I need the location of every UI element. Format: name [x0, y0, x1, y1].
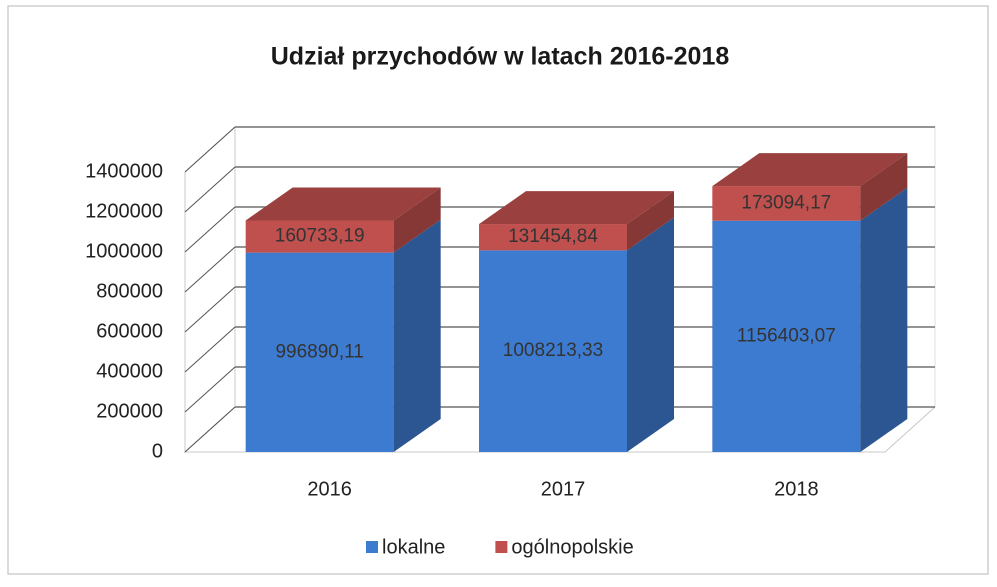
bar-side	[393, 219, 441, 452]
y-tick-label: 800000	[96, 280, 163, 302]
grid-line	[184, 246, 236, 293]
grid-line	[184, 126, 236, 173]
bar-segment	[245, 220, 394, 253]
data-label: 996890,11	[275, 341, 363, 362]
bar-side	[393, 187, 441, 253]
grid-line	[184, 366, 236, 413]
y-tick-label: 0	[152, 440, 163, 462]
x-tick-label: 2016	[307, 478, 352, 500]
x-tick-label: 2017	[541, 478, 586, 500]
bar-side	[627, 217, 674, 452]
data-label: 1156403,07	[737, 325, 836, 346]
y-tick-label: 1400000	[85, 160, 163, 182]
legend-swatch	[495, 541, 508, 553]
grid-line	[184, 326, 236, 373]
y-tick-label: 1000000	[85, 240, 163, 262]
bar-segment	[712, 186, 861, 221]
bar-segment	[712, 220, 861, 452]
bar-side	[627, 191, 674, 251]
y-tick-label: 400000	[96, 360, 163, 382]
legend-swatch	[366, 541, 378, 553]
y-tick-label: 1200000	[85, 200, 163, 222]
bar-segment	[479, 224, 627, 251]
grid-line	[184, 286, 236, 333]
legend-label: ogólnopolskie	[511, 536, 633, 558]
bar-top	[479, 191, 674, 225]
grid-line	[184, 206, 236, 253]
bar-segment	[245, 252, 394, 452]
grid-line	[184, 406, 236, 453]
bar-side	[860, 187, 908, 452]
data-label: 131454,84	[508, 226, 598, 247]
y-tick-label: 200000	[96, 400, 163, 422]
data-label: 173094,17	[741, 192, 831, 213]
bar-side	[860, 153, 908, 221]
data-label: 1008213,33	[503, 340, 603, 361]
data-label: 160733,19	[275, 226, 365, 247]
chart-title: Udział przychodów w latach 2016-2018	[271, 43, 730, 71]
bar-segment	[479, 250, 627, 452]
grid-line	[184, 166, 236, 213]
bar-top	[712, 153, 908, 187]
legend-label: lokalne	[382, 536, 445, 558]
x-tick-label: 2018	[774, 478, 819, 500]
y-tick-label: 600000	[96, 320, 163, 342]
bar-top	[245, 187, 441, 221]
